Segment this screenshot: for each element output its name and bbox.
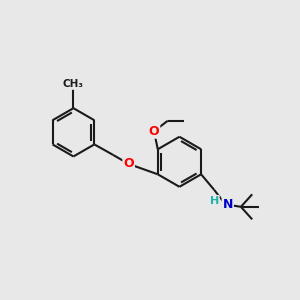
Text: CH₃: CH₃: [63, 79, 84, 89]
Text: O: O: [149, 125, 159, 138]
Text: H: H: [210, 196, 219, 206]
Text: N: N: [223, 198, 233, 211]
Text: O: O: [123, 158, 134, 170]
